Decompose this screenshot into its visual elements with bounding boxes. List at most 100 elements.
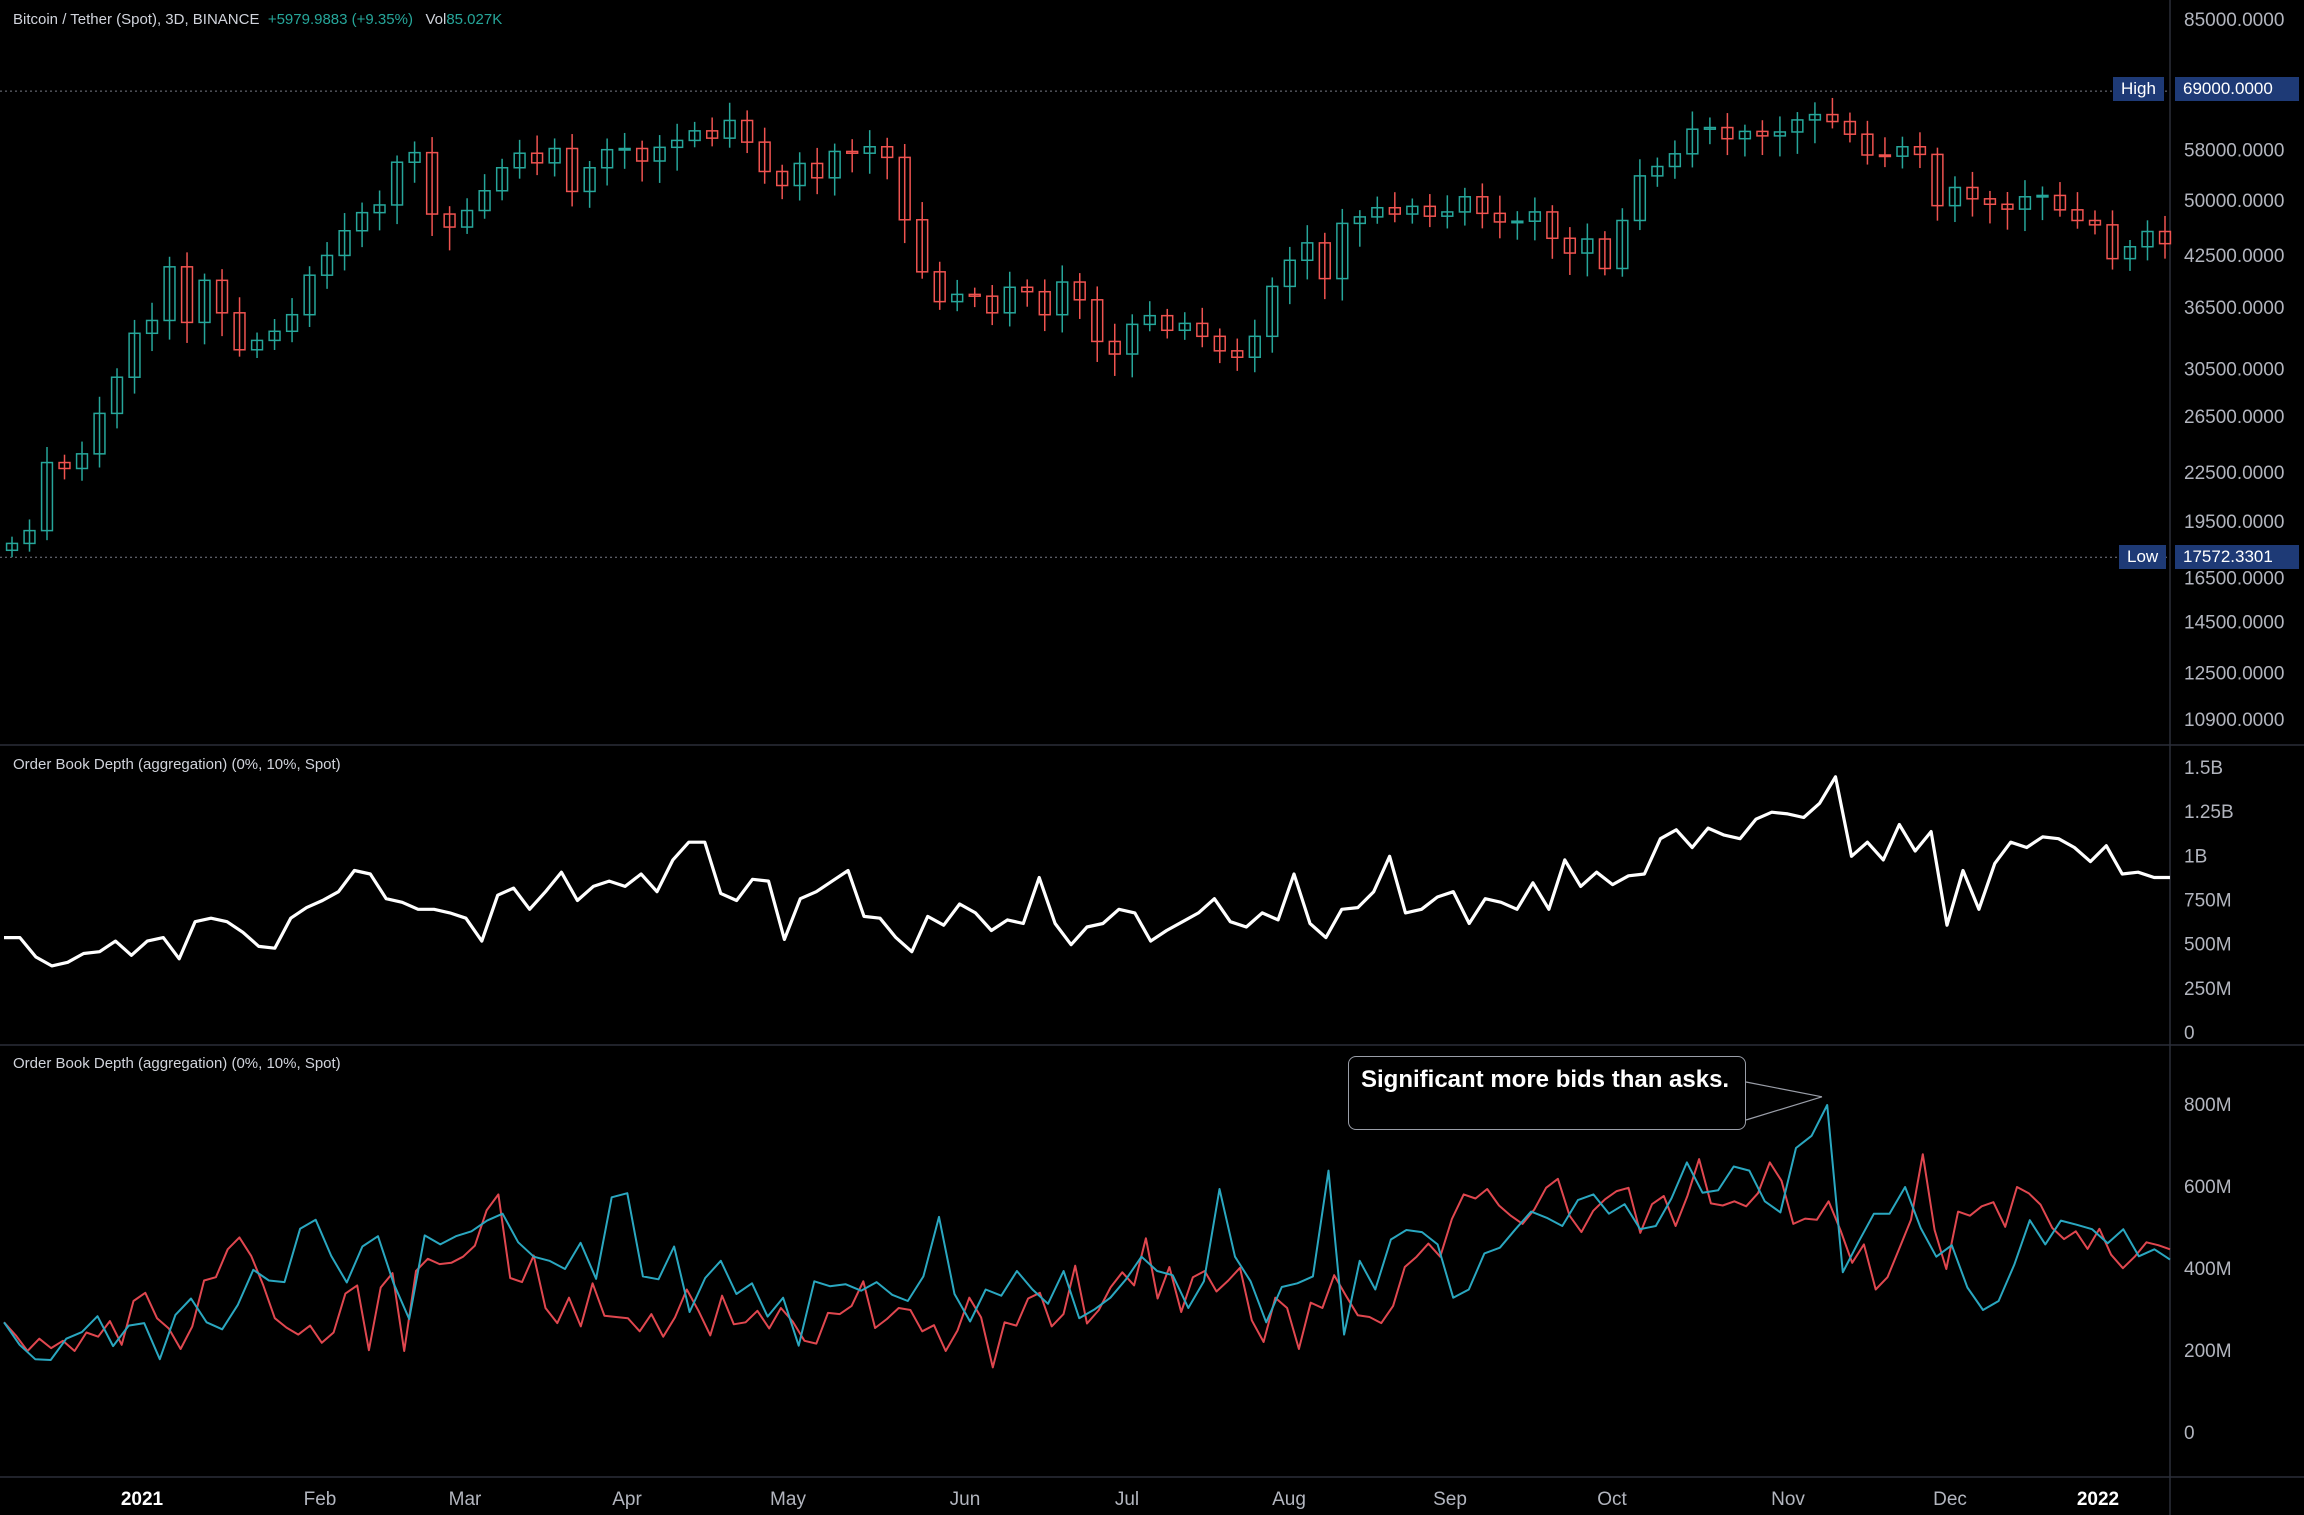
candle-body [1703, 126, 1717, 130]
depth-total-tick-label: 500M [2184, 935, 2232, 956]
candle-body [373, 204, 386, 214]
low-value-badge: 17572.3301 [2175, 545, 2299, 569]
candle-body [58, 461, 71, 470]
candle-body [1318, 242, 1331, 280]
candle-body [1878, 154, 1892, 158]
candle-body [1808, 113, 1822, 121]
candle-body [653, 146, 666, 162]
candle-body [811, 162, 824, 179]
candle-body [723, 119, 736, 139]
candle-body [443, 213, 456, 228]
candle-body [565, 147, 579, 193]
candle-body [1423, 205, 1437, 217]
low-label-badge: Low [2119, 545, 2167, 569]
candle-body [1983, 198, 1997, 206]
price-tick-label: 50000.0000 [2184, 191, 2284, 212]
candle-body [1756, 130, 1769, 137]
candle-body [1651, 165, 1664, 177]
time-tick-label: Dec [1933, 1489, 1967, 1510]
candle-body [110, 376, 124, 415]
candle-body [2001, 203, 2014, 210]
volume-label: Vol [425, 11, 447, 28]
candle-body [986, 295, 999, 314]
time-tick-label: Apr [612, 1489, 642, 1510]
candle-body [233, 312, 246, 351]
candle-body [1581, 238, 1594, 254]
time-tick-label: 2021 [121, 1489, 164, 1510]
candle-body [776, 170, 789, 187]
candle-body [408, 151, 421, 163]
candle-body [163, 266, 176, 322]
candle-body [1003, 286, 1016, 314]
depth-total-tick-label: 250M [2184, 979, 2232, 1000]
candle-body [1511, 220, 1524, 224]
candle-body [2123, 245, 2137, 260]
candle-body [1073, 281, 1086, 301]
symbol-header[interactable]: Bitcoin / Tether (Spot), 3D, BINANCE +59… [13, 11, 502, 28]
candle-body [548, 147, 561, 164]
candle-body [951, 293, 964, 303]
candle-body [268, 330, 281, 342]
price-tick-label: 85000.0000 [2184, 10, 2284, 31]
price-tick-label: 14500.0000 [2184, 613, 2284, 634]
candle-body [1493, 212, 1507, 223]
candle-body [250, 339, 264, 351]
candle-body [390, 161, 404, 206]
candle-body [2018, 196, 2032, 210]
depth-total-tick-label: 1B [2184, 846, 2207, 867]
time-tick-label: Jul [1115, 1489, 1139, 1510]
candle-body [688, 130, 701, 142]
axes: 85000.0000 58000.0000 50000.0000 42500.0000… [121, 10, 2285, 1510]
candle-body [1266, 285, 1279, 338]
high-value-badge: 69000.0000 [2175, 77, 2299, 101]
time-tick-label: Jun [950, 1489, 981, 1510]
candle-body [425, 151, 439, 215]
candle-body [2106, 224, 2119, 260]
price-tick-label: 12500.0000 [2184, 663, 2284, 684]
candle-body [2071, 209, 2084, 222]
candle-body [2053, 194, 2067, 211]
candle-body [1476, 196, 1489, 215]
candle-body [1353, 216, 1366, 225]
candle-body [40, 461, 54, 532]
candle-body [705, 130, 719, 139]
candle-body [1301, 242, 1314, 262]
candle-body [1283, 259, 1296, 288]
depth-total-tick-label: 1.5B [2184, 758, 2223, 779]
candle-body [1738, 130, 1752, 140]
candle-body [1616, 219, 1629, 270]
candle-body [1458, 196, 1472, 213]
candle-body [1143, 314, 1156, 326]
depth-total-line [4, 775, 2170, 968]
candle-body [1161, 314, 1174, 332]
candle-body [1686, 128, 1699, 155]
price-tick-label: 42500.0000 [2184, 246, 2284, 267]
depth-split-series [3, 1081, 2171, 1369]
candle-body [215, 279, 229, 314]
candle-body [600, 148, 614, 169]
candle-body [1528, 211, 1542, 222]
price-tick-label: 26500.0000 [2184, 407, 2284, 428]
candle-body [968, 293, 981, 297]
depth-split-tick-label: 200M [2184, 1341, 2232, 1362]
depth-split-tick-label: 800M [2184, 1095, 2232, 1116]
candle-body [863, 146, 876, 154]
candle-body [513, 152, 526, 169]
candle-body [303, 274, 316, 316]
candle-body [1091, 299, 1104, 343]
candle-body [320, 254, 334, 276]
depth-total-tick-label: 0 [2184, 1023, 2195, 1044]
candle-body [916, 219, 929, 273]
candle-body [635, 147, 649, 162]
candle-body [5, 542, 19, 552]
candle-body [846, 150, 859, 154]
candle-body [2141, 230, 2154, 248]
candle-body [1196, 322, 1209, 338]
candle-body [2088, 219, 2102, 226]
price-tick-label: 19500.0000 [2184, 512, 2284, 533]
candle-body [933, 271, 946, 303]
candle-body [285, 313, 299, 333]
annotation-callout[interactable]: Significant more bids than asks. [1348, 1056, 1746, 1130]
